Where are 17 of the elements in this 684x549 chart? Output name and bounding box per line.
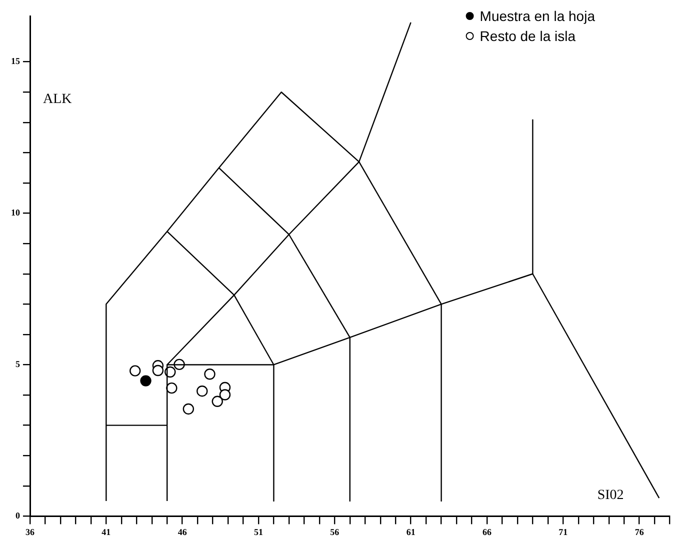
x-tick-label: 46 [178,526,188,537]
x-tick-label: 56 [330,526,340,537]
y-tick-label: 15 [11,56,20,66]
x-axis-title: SI02 [597,488,624,503]
x-tick-label: 66 [482,526,492,537]
x-tick-label: 76 [634,526,644,537]
x-tick-label: 61 [406,526,416,537]
legend-label: Resto de la isla [480,28,576,44]
x-tick-label: 71 [558,526,568,537]
legend-label: Muestra en la hoja [480,8,596,24]
y-tick-label: 5 [16,359,20,370]
y-axis-title: ALK [43,92,72,108]
y-tick-label: 10 [11,208,20,218]
y-tick-label: 0 [16,510,20,521]
x-tick-label: 41 [102,526,112,537]
x-tick-label: 36 [26,526,35,537]
x-tick-label: 51 [254,526,264,537]
